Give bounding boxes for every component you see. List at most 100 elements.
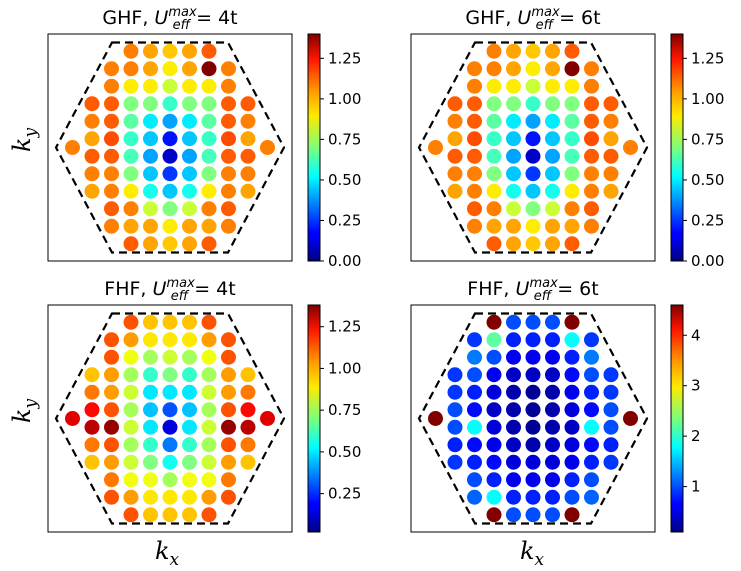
data-point [545, 201, 560, 217]
data-point [221, 201, 236, 217]
data-point [201, 507, 217, 523]
data-point [525, 349, 541, 365]
data-point [506, 96, 521, 112]
data-point [123, 314, 139, 330]
data-point [201, 402, 217, 418]
data-point [84, 113, 100, 129]
data-point [545, 367, 560, 383]
data-point [123, 472, 139, 488]
data-point [65, 140, 80, 155]
data-point [201, 419, 217, 435]
data-point [182, 314, 197, 330]
data-point [201, 437, 217, 453]
axes-frame [410, 33, 656, 262]
data-point [447, 402, 463, 418]
data-point [221, 384, 236, 400]
data-point [143, 419, 158, 435]
data-point [525, 78, 541, 94]
data-point [162, 507, 178, 523]
data-point [486, 489, 502, 505]
data-point [201, 183, 217, 199]
data-point [84, 148, 100, 164]
data-point [201, 166, 217, 182]
data-point [525, 454, 541, 470]
data-point [564, 384, 580, 400]
data-point [545, 61, 560, 77]
data-point [447, 454, 463, 470]
data-point [564, 454, 580, 470]
data-point [162, 218, 178, 234]
data-point [201, 78, 217, 94]
colorbar-tick-label: 1.25 [328, 49, 361, 67]
data-point [564, 419, 580, 435]
data-point [467, 148, 482, 164]
colorbar [307, 33, 321, 262]
data-point [564, 437, 580, 453]
data-point [603, 148, 619, 164]
data-point [525, 332, 541, 348]
data-point [584, 419, 599, 435]
data-point [623, 411, 638, 426]
data-point [123, 113, 139, 129]
data-point [467, 384, 482, 400]
data-point [564, 507, 580, 523]
data-point [584, 96, 599, 112]
data-point [564, 218, 580, 234]
data-point [545, 507, 560, 523]
colorbar-tick-label: 1.00 [328, 90, 361, 108]
data-point [506, 332, 521, 348]
data-point [104, 113, 119, 129]
data-point [182, 472, 197, 488]
data-point [143, 218, 158, 234]
data-point [221, 349, 236, 365]
data-point [123, 236, 139, 252]
data-point [564, 236, 580, 252]
data-point [467, 78, 482, 94]
data-point [123, 384, 139, 400]
data-point [201, 472, 217, 488]
data-point [525, 183, 541, 199]
data-point [525, 384, 541, 400]
data-point [486, 96, 502, 112]
data-point [221, 332, 236, 348]
data-point [182, 218, 197, 234]
data-point [84, 384, 100, 400]
colorbar-tick-label: 1.25 [691, 49, 724, 67]
data-point [545, 489, 560, 505]
data-point [564, 78, 580, 94]
data-point [221, 454, 236, 470]
data-point [104, 131, 119, 147]
data-point [201, 218, 217, 234]
data-point [182, 201, 197, 217]
brillouin-zone-boundary [54, 312, 286, 525]
data-point [525, 148, 541, 164]
data-point [104, 489, 119, 505]
data-point [162, 201, 178, 217]
data-point [623, 140, 638, 155]
data-point [143, 367, 158, 383]
data-point [143, 437, 158, 453]
data-point [564, 402, 580, 418]
data-point [584, 78, 599, 94]
data-point [564, 96, 580, 112]
data-point [506, 437, 521, 453]
data-point [506, 349, 521, 365]
data-point [182, 78, 197, 94]
x-axis-label-right: kx [520, 537, 545, 570]
data-point [525, 236, 541, 252]
data-point [564, 43, 580, 59]
data-point [201, 96, 217, 112]
y-axis-label-bottom: ky [8, 398, 41, 423]
data-point [525, 131, 541, 147]
data-point [240, 454, 256, 470]
data-point [564, 367, 580, 383]
data-point [162, 78, 178, 94]
data-point [506, 43, 521, 59]
data-point [240, 148, 256, 164]
data-point [201, 367, 217, 383]
data-point [486, 183, 502, 199]
data-point [506, 419, 521, 435]
colorbar-tick-label: 0.50 [691, 171, 724, 189]
data-point [525, 507, 541, 523]
data-point [545, 166, 560, 182]
